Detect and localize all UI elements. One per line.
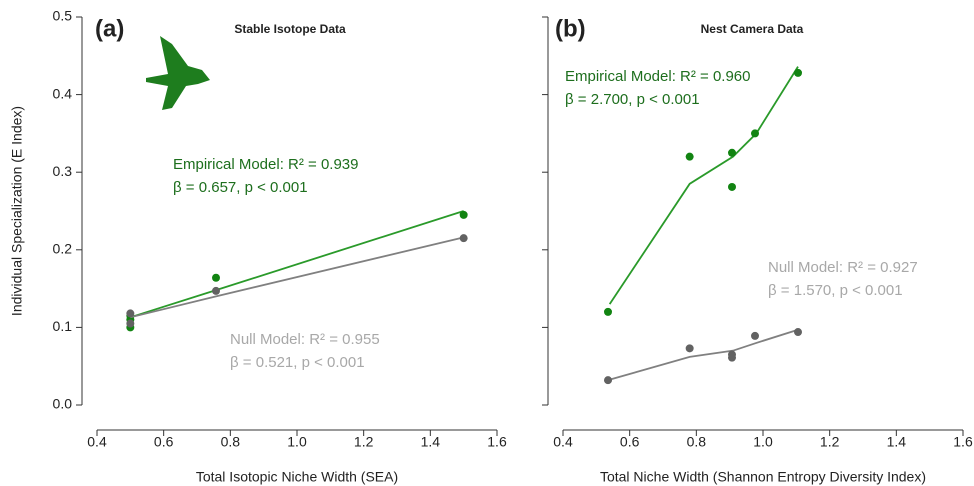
- annotation: β = 2.700, p < 0.001: [565, 91, 700, 108]
- annotation: Empirical Model: R² = 0.939: [173, 156, 359, 173]
- x-tick-label: 1.2: [354, 434, 374, 450]
- y-tick-label: 0.5: [53, 8, 73, 24]
- point: [751, 331, 759, 340]
- x-tick-label: 1.4: [887, 434, 907, 450]
- annotation: Null Model: R² = 0.927: [768, 259, 918, 276]
- x-tick-label: 0.6: [620, 434, 640, 450]
- panel-title: Nest Camera Data: [701, 22, 804, 36]
- panel-label: (a): [95, 15, 124, 42]
- y-axis-label: Individual Specialization (E Index): [9, 106, 25, 316]
- fit-line: [130, 236, 464, 319]
- point: [604, 376, 612, 385]
- point: [728, 182, 736, 191]
- point: [604, 307, 612, 316]
- point: [794, 68, 802, 77]
- x-tick-label: 0.8: [687, 434, 707, 450]
- x-tick-label: 0.4: [87, 434, 107, 450]
- y-tick-label: 0.3: [53, 163, 73, 179]
- x-tick-label: 1.4: [421, 434, 441, 450]
- point: [126, 319, 135, 328]
- point: [459, 234, 468, 243]
- point: [685, 344, 694, 353]
- annotation: β = 0.521, p < 0.001: [230, 354, 365, 371]
- y-tick-label: 0.2: [53, 241, 73, 257]
- x-tick-label: 1.0: [287, 434, 307, 450]
- annotation: Empirical Model: R² = 0.960: [565, 68, 751, 85]
- fit-line: [130, 210, 464, 319]
- annotation: β = 0.657, p < 0.001: [173, 179, 308, 196]
- annotation: β = 1.570, p < 0.001: [768, 282, 903, 299]
- annotation: Null Model: R² = 0.955: [230, 331, 380, 348]
- x-axis-label: Total Niche Width (Shannon Entropy Diver…: [600, 469, 926, 485]
- point: [212, 286, 220, 295]
- x-tick-label: 1.0: [753, 434, 773, 450]
- point: [751, 129, 759, 138]
- point: [685, 152, 694, 161]
- point: [794, 328, 802, 337]
- x-tick-label: 0.6: [154, 434, 174, 450]
- point: [459, 210, 468, 219]
- y-tick-label: 0.4: [53, 85, 73, 101]
- x-tick-label: 0.4: [553, 434, 573, 450]
- x-axis-label: Total Isotopic Niche Width (SEA): [196, 469, 398, 485]
- x-tick-label: 1.2: [820, 434, 840, 450]
- point: [126, 309, 135, 318]
- point: [728, 353, 736, 362]
- panel-label: (b): [555, 15, 586, 42]
- y-tick-label: 0.1: [53, 318, 73, 334]
- x-tick-label: 0.8: [221, 434, 241, 450]
- fit-line: [608, 66, 799, 305]
- x-tick-label: 1.6: [487, 434, 507, 450]
- y-tick-label: 0.0: [53, 396, 73, 412]
- fit-line: [607, 328, 799, 382]
- falcon-icon: [146, 36, 210, 110]
- x-tick-label: 1.6: [953, 434, 973, 450]
- point: [728, 148, 736, 157]
- panel-title: Stable Isotope Data: [234, 22, 346, 36]
- point: [212, 273, 220, 282]
